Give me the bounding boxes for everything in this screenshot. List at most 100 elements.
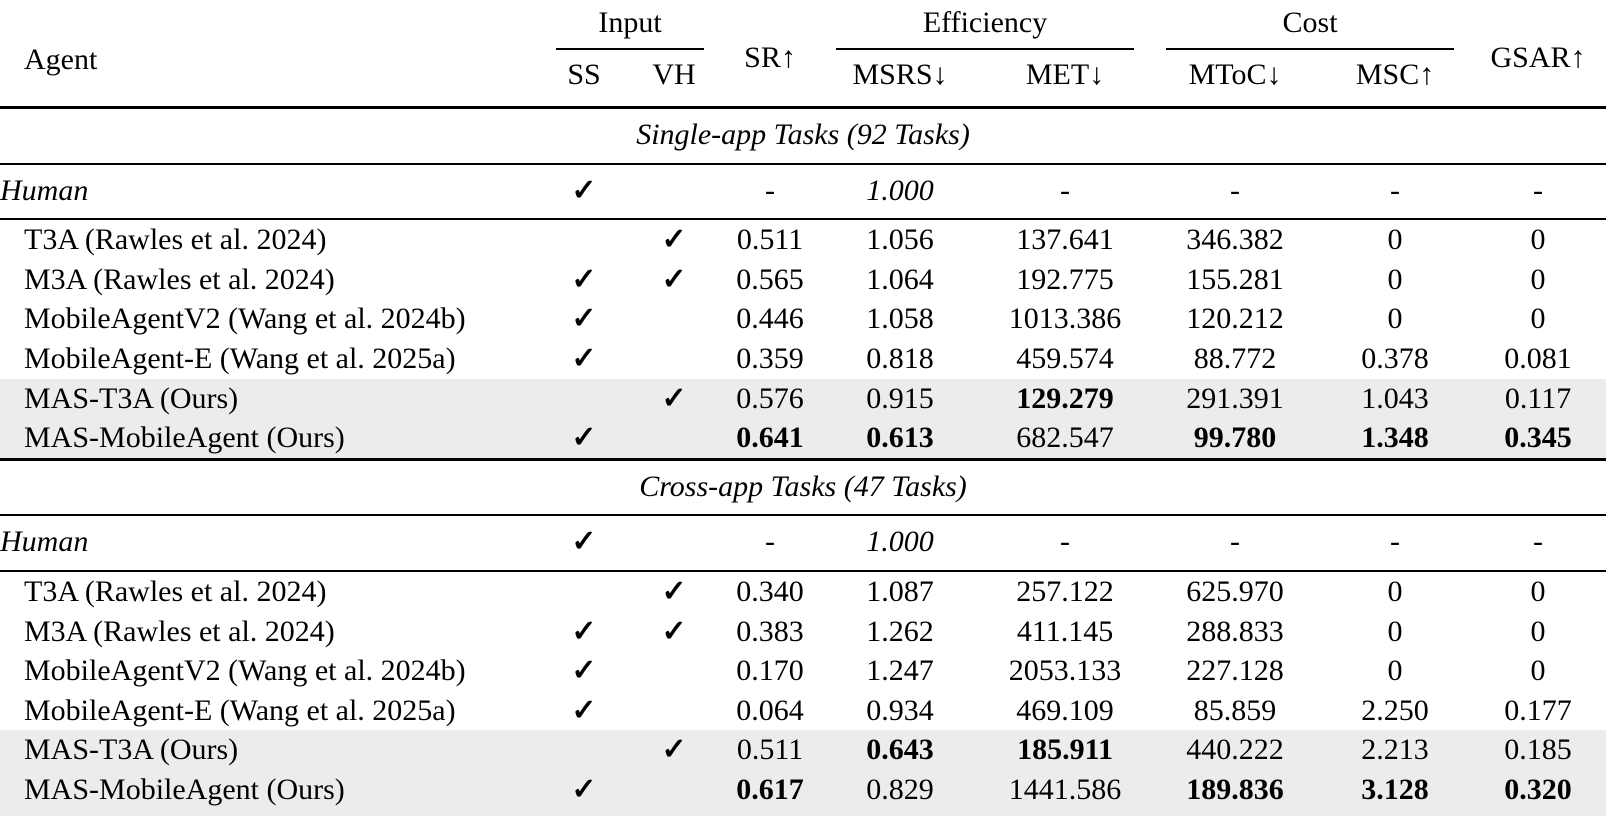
ss-checkmark: ✓ [540, 163, 628, 221]
mtoc-value: 288.833 [1186, 614, 1284, 648]
vh-checkmark [628, 651, 720, 691]
msc-value: 0 [1387, 614, 1403, 648]
gsar-value: 0.345 [1504, 421, 1572, 455]
mtoc-value: 99.780 [1193, 421, 1277, 455]
agent-name: Human [0, 163, 540, 221]
met-value: - [980, 515, 1151, 572]
ss-checkmark [540, 379, 628, 419]
gsar-value: 0.081 [1504, 341, 1572, 375]
sr-value: 0.359 [736, 341, 804, 375]
agent-name: MAS-T3A (Ours) [24, 733, 239, 767]
table-header: Agent Input SR↑ Efficiency Cost GSAR↑ SS… [0, 0, 1606, 108]
msc-value: 3.128 [1361, 772, 1429, 806]
met-value: - [980, 163, 1151, 221]
msc-value: 0 [1387, 574, 1403, 608]
agent-name: M3A (Rawles et al. 2024) [24, 262, 335, 296]
msrs-value: 0.643 [866, 733, 934, 767]
ss-checkmark: ✓ [571, 772, 597, 806]
agent-name: MobileAgentV2 (Wang et al. 2024b) [24, 654, 466, 688]
table-row: MobileAgentV2 (Wang et al. 2024b) ✓ 0.446 1… [0, 299, 1606, 339]
col-header-gsar: GSAR↑ [1490, 41, 1586, 74]
col-header-ss: SS [567, 58, 601, 91]
msc-value: 0 [1387, 262, 1403, 296]
met-value: 192.775 [1016, 262, 1114, 296]
col-header-msrs: MSRS↓ [852, 58, 948, 91]
table-row: M3A (Rawles et al. 2024) ✓ ✓ 0.383 1.262 411.… [0, 612, 1606, 652]
vh-checkmark [628, 339, 720, 379]
msc-value: 1.348 [1361, 421, 1429, 455]
mtoc-value: 85.859 [1193, 693, 1277, 727]
vh-checkmark [628, 418, 720, 459]
col-group-cost-label: Cost [1166, 4, 1455, 50]
sr-value: 0.170 [736, 654, 804, 688]
msrs-value: 1.000 [820, 515, 981, 572]
met-value: 137.641 [1016, 223, 1114, 257]
section-title-row: Cross-app Tasks (47 Tasks) [0, 457, 1606, 517]
met-value: 2053.133 [1008, 654, 1122, 688]
mtoc-value: - [1150, 515, 1321, 572]
table-row: Human ✓ -1.000- - - - [0, 515, 1606, 572]
gsar-value: 0 [1530, 614, 1546, 648]
table-row: MAS-T3A (Ours) ✓ 0.511 0.643 185.911 440.222 2… [0, 730, 1606, 770]
met-value: 682.547 [1016, 421, 1114, 455]
sr-value: 0.446 [736, 302, 804, 336]
mtoc-value: 155.281 [1186, 262, 1284, 296]
msc-value: 2.250 [1361, 693, 1429, 727]
mtoc-value: 625.970 [1186, 574, 1284, 608]
msrs-value: 1.058 [866, 302, 934, 336]
msrs-value: 0.915 [866, 381, 934, 415]
msc-value: - [1320, 163, 1471, 221]
msrs-value: 0.818 [866, 341, 934, 375]
sr-value: 0.511 [736, 223, 804, 257]
vh-checkmark: ✓ [661, 381, 687, 415]
table-body: Single-app Tasks (92 Tasks) Human ✓ -1.000-… [0, 105, 1606, 816]
msrs-value: 0.934 [866, 693, 934, 727]
col-header-met: MET↓ [1025, 58, 1105, 91]
section-title: Cross-app Tasks (47 Tasks) [0, 457, 1606, 517]
msc-value: - [1320, 515, 1471, 572]
sr-value: 0.511 [736, 733, 804, 767]
col-header-sr: SR↑ [744, 41, 796, 74]
col-group-cost: Cost [1150, 0, 1470, 50]
table-row: MobileAgentV2 (Wang et al. 2024b) ✓ 0.170 1… [0, 651, 1606, 691]
gsar-value: 0.177 [1504, 693, 1572, 727]
gsar-value: 0 [1530, 223, 1546, 257]
agent-name: MAS-MobileAgent (Ours) [24, 421, 345, 455]
section-title: Single-app Tasks (92 Tasks) [0, 105, 1606, 165]
col-header-vh: VH [652, 58, 696, 91]
met-value: 469.109 [1016, 693, 1114, 727]
met-value: 129.279 [1016, 381, 1114, 415]
ss-checkmark [540, 730, 628, 770]
gsar-value: 0 [1530, 654, 1546, 688]
table-row: T3A (Rawles et al. 2024) ✓ 0.511 1.056 137.6… [0, 219, 1606, 260]
sr-value: 0.576 [736, 381, 804, 415]
met-value: 411.145 [1016, 614, 1114, 648]
mtoc-value: 227.128 [1186, 654, 1284, 688]
table-row: T3A (Rawles et al. 2024) ✓ 0.340 1.087 257.1… [0, 571, 1606, 612]
sr-value: 0.641 [736, 421, 804, 455]
table-row: MAS-MobileAgent (Ours) ✓ 0.617 0.829 1441.58… [0, 769, 1606, 816]
vh-checkmark: ✓ [661, 614, 687, 648]
ss-checkmark [540, 571, 628, 612]
gsar-value: 0 [1530, 574, 1546, 608]
col-group-input: Input [540, 0, 720, 50]
agent-name: MobileAgent-E (Wang et al. 2025a) [24, 341, 456, 375]
met-value: 185.911 [1017, 733, 1113, 767]
vh-checkmark [628, 515, 721, 572]
ss-checkmark: ✓ [571, 693, 597, 727]
sr-value: 0.617 [736, 772, 804, 806]
ss-checkmark: ✓ [571, 614, 597, 648]
agent-name: MobileAgentV2 (Wang et al. 2024b) [24, 302, 466, 336]
col-header-mtoc: MToC↓ [1188, 58, 1282, 91]
msrs-value: 1.000 [820, 163, 981, 221]
vh-checkmark: ✓ [661, 574, 687, 608]
vh-checkmark: ✓ [661, 262, 687, 296]
msrs-value: 1.262 [866, 614, 934, 648]
met-value: 459.574 [1016, 341, 1114, 375]
col-group-efficiency: Efficiency [820, 0, 1150, 50]
mtoc-value: 88.772 [1193, 341, 1277, 375]
vh-checkmark: ✓ [661, 733, 687, 767]
msc-value: 1.043 [1361, 381, 1429, 415]
gsar-value: 0.320 [1504, 772, 1572, 806]
agent-name: M3A (Rawles et al. 2024) [24, 614, 335, 648]
